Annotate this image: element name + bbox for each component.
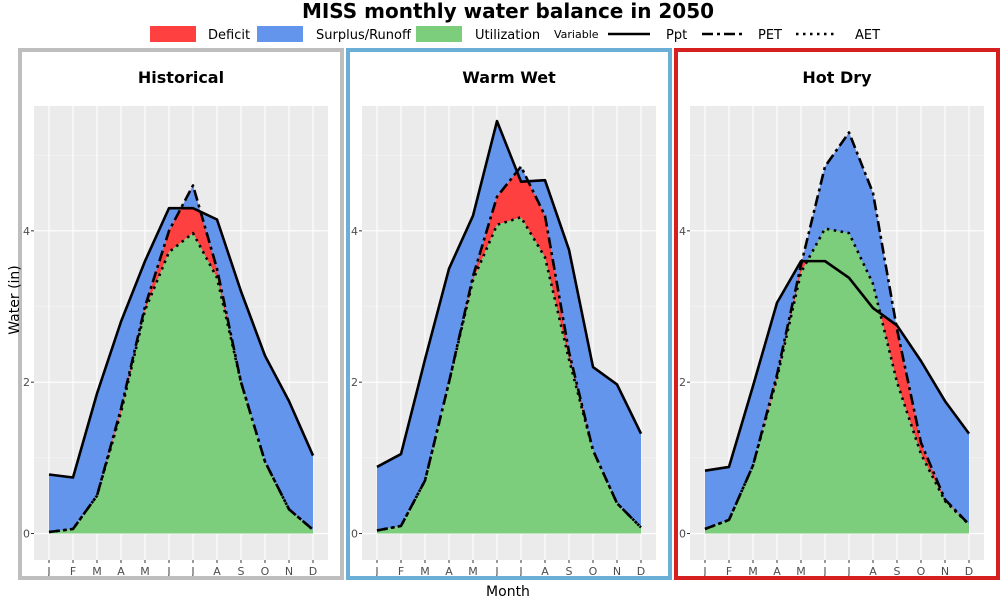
legend-label: Surplus/Runoff: [316, 28, 412, 43]
utilization-area: [49, 233, 313, 534]
x-tick-label: F: [70, 565, 76, 578]
legend-label: Ppt: [666, 28, 687, 43]
facet-title: Hot Dry: [802, 68, 872, 87]
legend-item-deficit: Deficit: [150, 26, 250, 43]
x-tick-label: M: [140, 565, 150, 578]
series-line-ppt: [48, 206, 315, 479]
x-tick-label: J: [822, 565, 826, 578]
y-tick-label: 2: [351, 376, 358, 389]
x-tick-label: D: [965, 565, 973, 578]
legend-item-aet: AET: [796, 28, 880, 43]
series-line-pet: [48, 184, 314, 534]
x-tick-label: D: [309, 565, 317, 578]
series-line-ppt: [704, 259, 971, 472]
x-tick-label: S: [566, 565, 573, 578]
legend-swatch: [416, 26, 462, 42]
legend-swatch: [150, 26, 196, 42]
chart-title: MISS monthly water balance in 2050: [302, 0, 714, 23]
facet-title: Historical: [138, 68, 224, 87]
y-tick-label: 0: [679, 528, 686, 541]
surplus-area: [705, 132, 969, 529]
x-tick-label: N: [613, 565, 621, 578]
x-tick-label: J: [846, 565, 850, 578]
x-tick-label: M: [468, 565, 478, 578]
x-tick-label: M: [92, 565, 102, 578]
x-tick-label: F: [726, 565, 732, 578]
x-tick-label: A: [541, 565, 549, 578]
y-axis-title: Water (in): [7, 265, 23, 335]
facet-panels: 0 2 4 J F M A M J J A S O N D Historical 0 2 4 J F M A M J J A S O N D…: [18, 48, 1000, 580]
y-tick-label: 0: [23, 528, 30, 541]
legend-item-ppt: Ppt: [608, 28, 687, 43]
series-line-aet: [48, 231, 314, 534]
y-tick-label: 0: [351, 528, 358, 541]
x-tick-label: J: [166, 565, 170, 578]
panel-historical: 0 2 4 J F M A M J J A S O N D Historical: [18, 48, 344, 580]
panel-border: [346, 48, 672, 580]
y-tick-label: 4: [679, 225, 686, 238]
utilization-area: [377, 217, 641, 534]
x-tick-label: M: [748, 565, 758, 578]
x-tick-label: J: [518, 565, 522, 578]
x-tick-label: S: [238, 565, 245, 578]
y-tick-label: 4: [23, 225, 30, 238]
x-tick-label: J: [190, 565, 194, 578]
legend-label: AET: [855, 28, 880, 43]
x-tick-label: J: [374, 565, 378, 578]
series-line-pet: [704, 131, 970, 531]
x-tick-label: A: [773, 565, 781, 578]
legend-swatch: [257, 26, 303, 42]
panel-border: [674, 48, 1000, 580]
x-tick-label: A: [117, 565, 125, 578]
x-tick-label: M: [420, 565, 430, 578]
panel-hot-dry: 0 2 4 J F M A M J J A S O N D Hot Dry: [674, 48, 1000, 580]
x-tick-label: F: [398, 565, 404, 578]
x-tick-label: A: [445, 565, 453, 578]
facet-title: Warm Wet: [462, 68, 556, 87]
x-tick-label: N: [285, 565, 293, 578]
x-tick-label: N: [941, 565, 949, 578]
legend-item-pet: PET: [702, 28, 782, 43]
series-line-ppt: [376, 119, 643, 469]
legend-label: PET: [758, 28, 782, 43]
x-tick-label: A: [213, 565, 221, 578]
legend-label: Deficit: [208, 28, 250, 43]
x-tick-label: J: [46, 565, 50, 578]
x-tick-label: M: [796, 565, 806, 578]
panel-border: [18, 48, 344, 580]
x-axis-title: Month: [486, 584, 530, 600]
surplus-area: [49, 185, 313, 532]
y-tick-label: 4: [351, 225, 358, 238]
surplus-area: [377, 121, 641, 531]
legend-label: Utilization: [475, 28, 540, 43]
legend-item-utilization: Utilization: [416, 26, 540, 43]
utilization-area: [705, 228, 969, 534]
x-tick-label: O: [917, 565, 926, 578]
legend: Deficit Surplus/Runoff Utilization Variable…: [150, 26, 880, 43]
x-tick-label: J: [702, 565, 706, 578]
panel-warm-wet: 0 2 4 J F M A M J J A S O N D Warm Wet: [346, 48, 672, 580]
y-tick-label: 2: [679, 376, 686, 389]
legend-item-surplus-runoff: Surplus/Runoff: [257, 26, 412, 43]
x-tick-label: A: [869, 565, 877, 578]
legend-line-title: Variable: [554, 28, 599, 41]
x-tick-label: S: [894, 565, 901, 578]
x-tick-label: J: [494, 565, 498, 578]
x-tick-label: O: [589, 565, 598, 578]
x-tick-label: O: [261, 565, 270, 578]
series-line-pet: [376, 165, 642, 532]
y-tick-label: 2: [23, 376, 30, 389]
x-tick-label: D: [637, 565, 645, 578]
